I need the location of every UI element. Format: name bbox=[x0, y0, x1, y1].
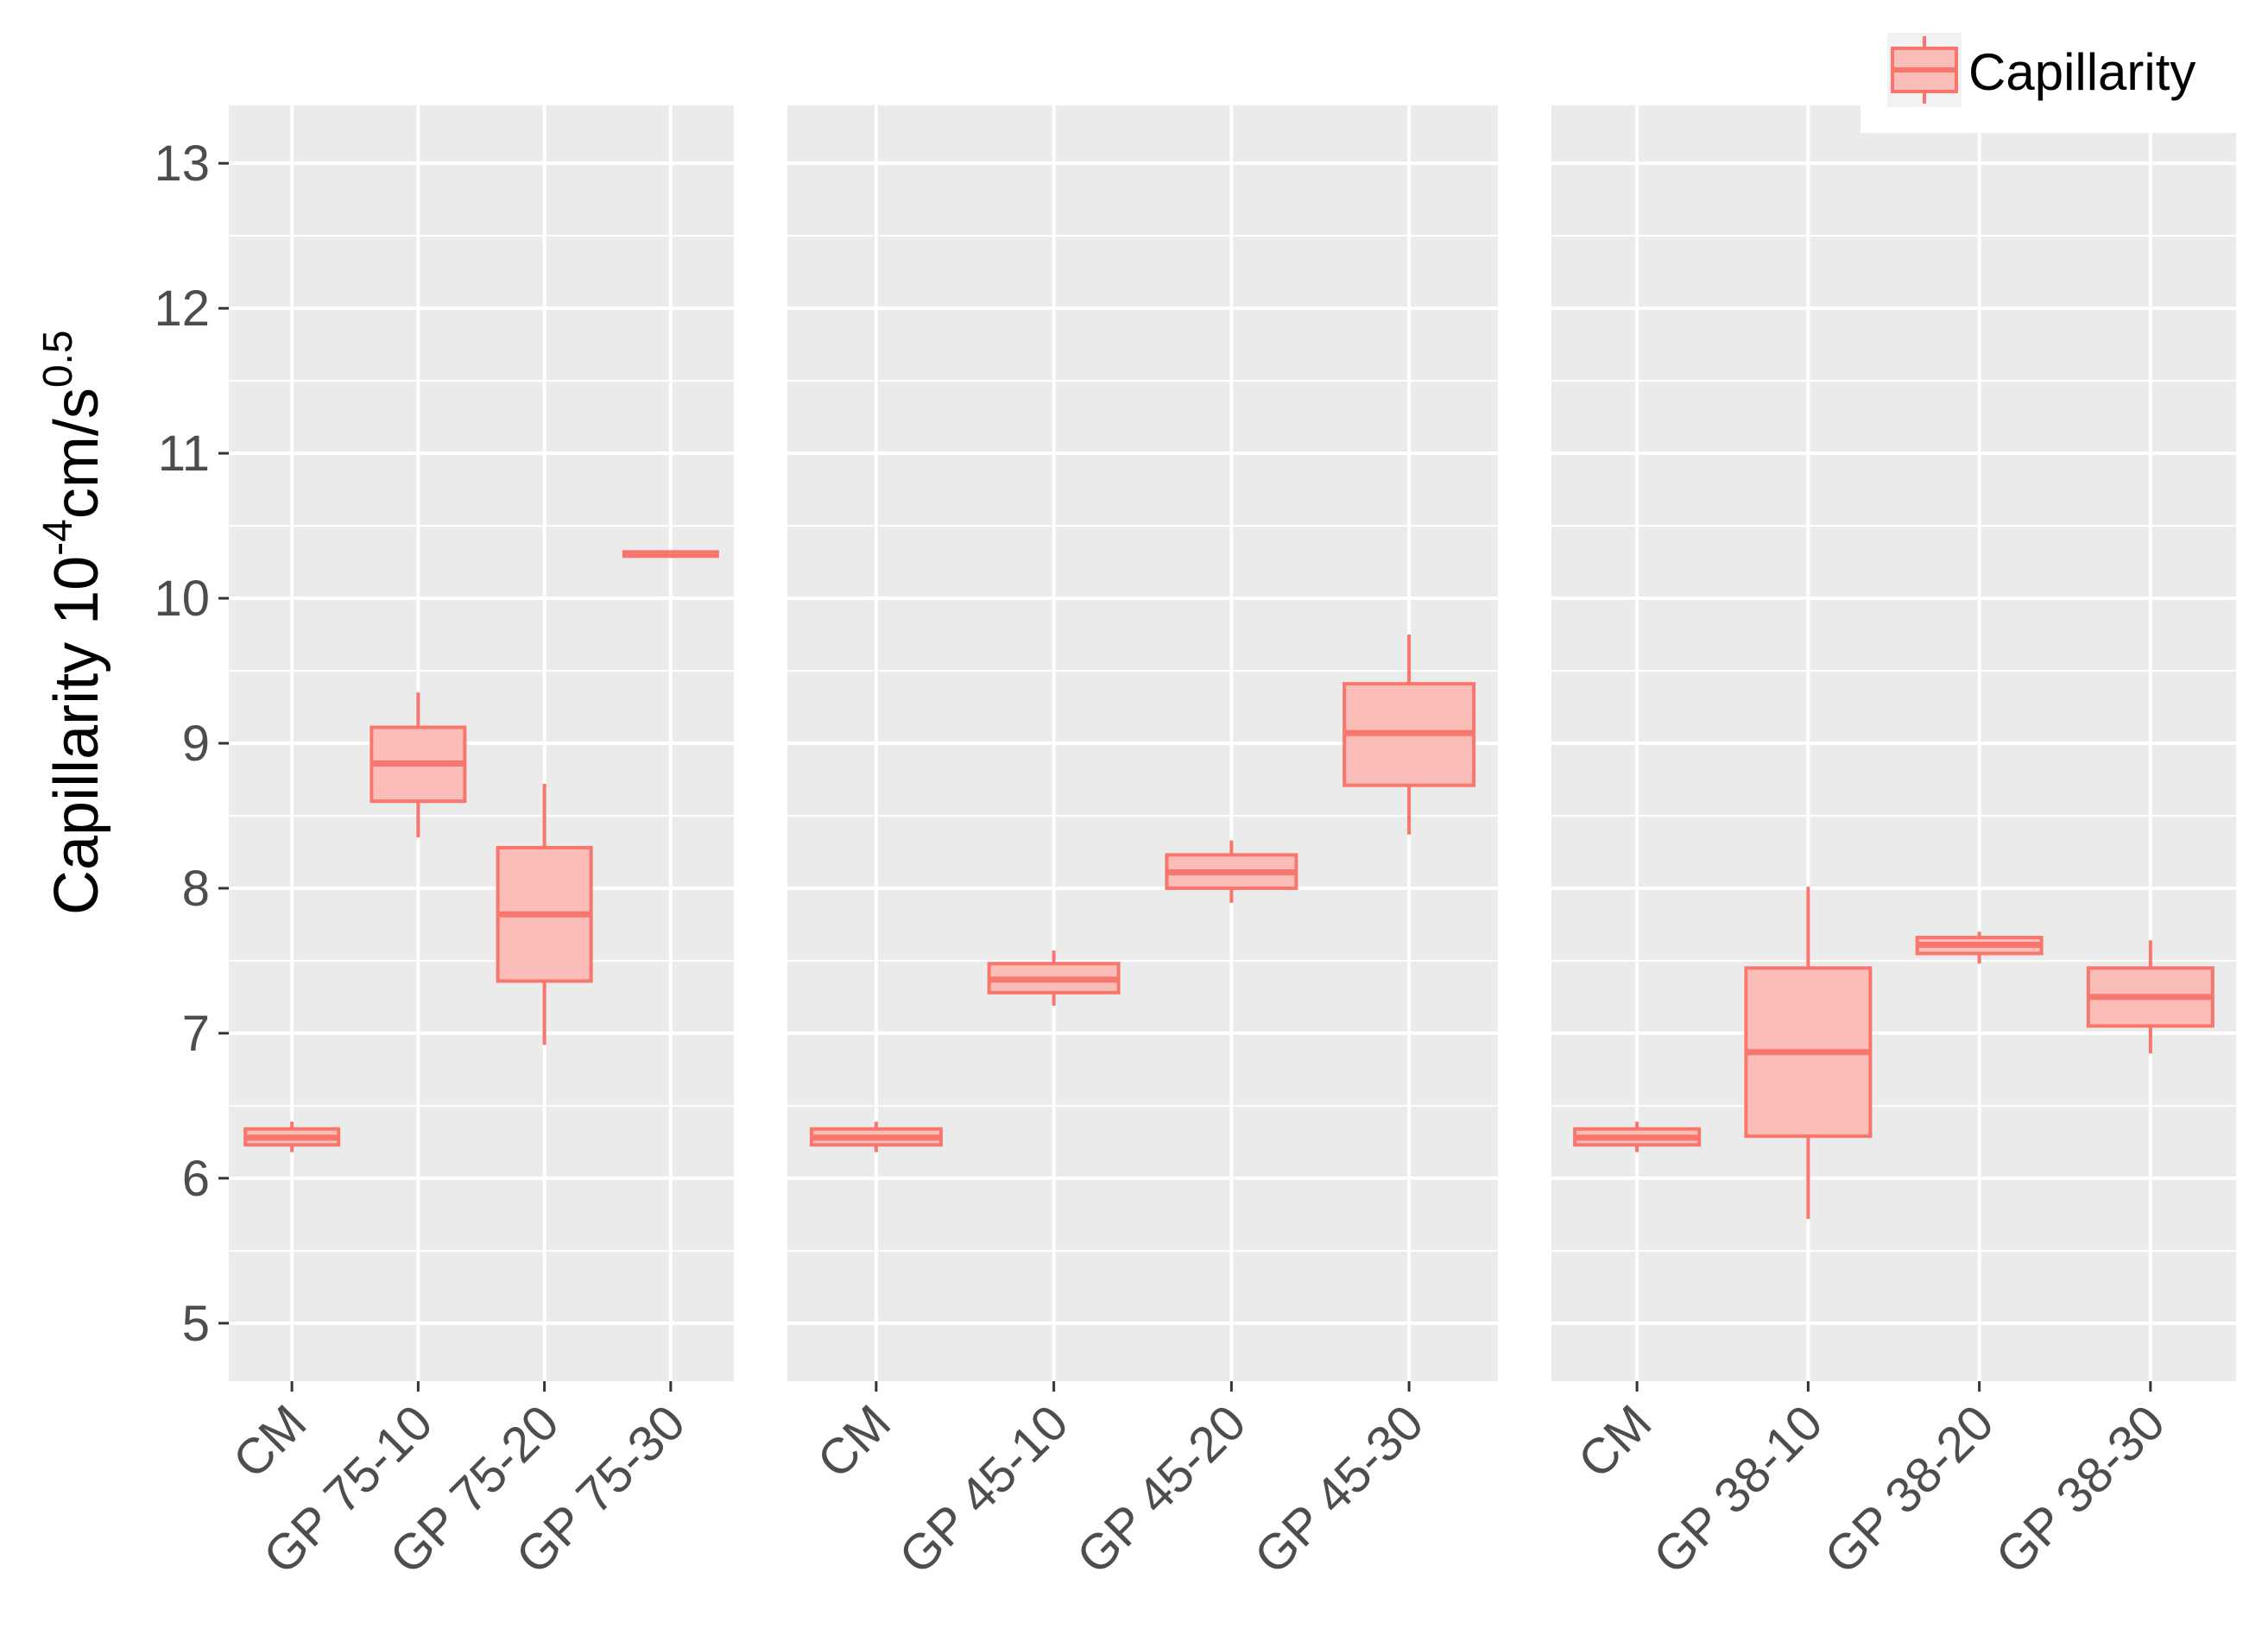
x-tick-label: CM bbox=[223, 1394, 318, 1489]
box-gp-75-20 bbox=[496, 784, 593, 1045]
box-gp-45-20 bbox=[1165, 840, 1298, 903]
y-tick-label: 12 bbox=[154, 281, 210, 337]
box-cm bbox=[1573, 1121, 1702, 1152]
y-tick-label: 13 bbox=[154, 136, 210, 192]
x-tick-label: GP 38-10 bbox=[1643, 1394, 1834, 1585]
legend: Capillarity bbox=[1861, 19, 2249, 133]
box-gp-75-30 bbox=[622, 550, 719, 559]
y-axis: 5 6 7 8 9 10 11 12 13 bbox=[154, 136, 229, 1352]
box-gp-38-20 bbox=[1915, 931, 2044, 964]
legend-key bbox=[1887, 33, 1962, 107]
box-cm bbox=[243, 1121, 341, 1152]
legend-label: Capillarity bbox=[1968, 43, 2195, 101]
y-tick-label: 8 bbox=[182, 861, 210, 917]
box-gp-75-10 bbox=[370, 692, 467, 838]
y-tick-label: 7 bbox=[182, 1006, 210, 1062]
box-gp-45-30 bbox=[1342, 634, 1476, 835]
y-axis-title: Capillarity 10-4cm/s0.5 bbox=[35, 330, 111, 915]
box-gp-38-10 bbox=[1744, 887, 1873, 1219]
box-gp-45-10 bbox=[987, 950, 1121, 1006]
y-tick-label: 11 bbox=[158, 426, 210, 482]
x-tick-label: CM bbox=[806, 1394, 901, 1489]
x-tick-label: GP 38-30 bbox=[1985, 1394, 2176, 1585]
x-tick-label: GP 45-10 bbox=[888, 1394, 1079, 1585]
y-tick-label: 5 bbox=[182, 1296, 210, 1352]
x-tick-label: GP 38-20 bbox=[1814, 1394, 2005, 1585]
y-tick-label: 9 bbox=[182, 716, 210, 772]
y-tick-label: 6 bbox=[182, 1151, 210, 1207]
x-tick-label: GP 45-30 bbox=[1244, 1394, 1435, 1585]
x-tick-label: CM bbox=[1568, 1394, 1663, 1489]
x-tick-label: GP 45-20 bbox=[1066, 1394, 1257, 1585]
y-tick-label: 10 bbox=[154, 571, 210, 627]
box-gp-38-30 bbox=[2086, 940, 2214, 1054]
box-cm bbox=[809, 1121, 943, 1152]
